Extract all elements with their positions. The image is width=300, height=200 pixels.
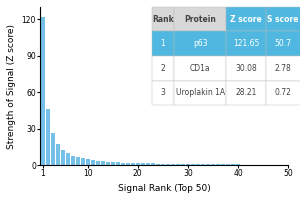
Text: Rank: Rank xyxy=(152,15,174,24)
Text: S score: S score xyxy=(268,15,299,24)
Text: 2: 2 xyxy=(160,64,165,73)
Text: 0.72: 0.72 xyxy=(275,88,292,97)
Bar xyxy=(106,162,110,165)
Bar xyxy=(66,153,70,165)
Text: Z score: Z score xyxy=(230,15,262,24)
Bar xyxy=(46,109,50,165)
Text: 28.21: 28.21 xyxy=(235,88,257,97)
Bar xyxy=(96,161,100,165)
Bar xyxy=(81,158,85,165)
Bar xyxy=(181,164,185,165)
Bar xyxy=(136,163,140,165)
Bar xyxy=(51,133,55,165)
Bar xyxy=(196,164,200,165)
Bar xyxy=(76,157,80,165)
Bar xyxy=(236,164,240,165)
Bar xyxy=(206,164,210,165)
Bar xyxy=(216,164,220,165)
Bar xyxy=(151,163,155,165)
Bar xyxy=(101,161,105,165)
Text: 2.78: 2.78 xyxy=(275,64,292,73)
Bar xyxy=(121,163,125,165)
Text: 1: 1 xyxy=(160,39,165,48)
Bar xyxy=(161,164,165,165)
Bar xyxy=(70,156,75,165)
Text: 50.7: 50.7 xyxy=(275,39,292,48)
Text: p63: p63 xyxy=(193,39,207,48)
Bar xyxy=(126,163,130,165)
Bar xyxy=(86,159,90,165)
Bar xyxy=(111,162,115,165)
Y-axis label: Strength of Signal (Z score): Strength of Signal (Z score) xyxy=(7,24,16,149)
Bar xyxy=(211,164,215,165)
Bar xyxy=(221,164,225,165)
Text: 3: 3 xyxy=(160,88,165,97)
Bar xyxy=(116,162,120,165)
Bar xyxy=(171,164,175,165)
Bar xyxy=(226,164,230,165)
Text: CD1a: CD1a xyxy=(190,64,210,73)
Bar xyxy=(141,163,145,165)
Text: 121.65: 121.65 xyxy=(233,39,259,48)
Bar xyxy=(91,160,95,165)
Bar xyxy=(186,164,190,165)
Bar xyxy=(201,164,205,165)
Bar xyxy=(56,144,60,165)
Bar xyxy=(131,163,135,165)
Bar xyxy=(40,17,45,165)
Bar xyxy=(231,164,235,165)
Text: Uroplakin 1A: Uroplakin 1A xyxy=(176,88,225,97)
Bar xyxy=(191,164,195,165)
Bar xyxy=(156,164,160,165)
Bar xyxy=(166,164,170,165)
Text: 30.08: 30.08 xyxy=(235,64,257,73)
X-axis label: Signal Rank (Top 50): Signal Rank (Top 50) xyxy=(118,184,211,193)
Text: Protein: Protein xyxy=(184,15,216,24)
Bar xyxy=(176,164,180,165)
Bar xyxy=(146,163,150,165)
Bar xyxy=(61,150,64,165)
